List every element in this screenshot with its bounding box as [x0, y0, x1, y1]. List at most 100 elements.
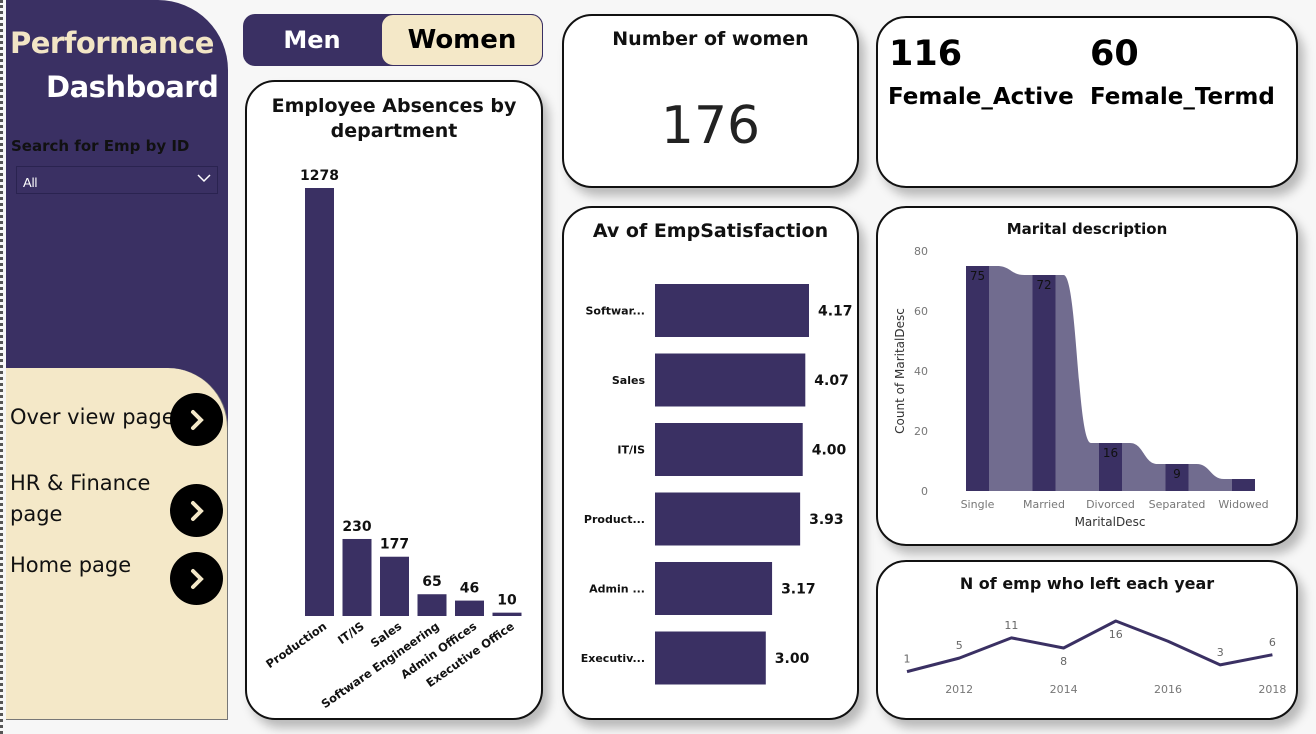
left-per-year-x-tick: 2016 — [1154, 683, 1182, 696]
absences-bar — [455, 600, 484, 616]
left-per-year-chart: 1 5 11 8 16 3 6 2012 2014 2016 2018 — [904, 619, 1287, 696]
chevron-down-icon — [197, 174, 211, 183]
satisfaction-category-label: Admin ... — [589, 583, 645, 596]
marital-data-label: 72 — [1036, 278, 1051, 292]
dashboard-title-line1: Performance — [10, 26, 214, 60]
satisfaction-bar — [655, 353, 806, 407]
marital-x-axis-title: MaritalDesc — [1075, 515, 1146, 529]
marital-bar — [1165, 464, 1189, 491]
absences-data-label: 10 — [497, 593, 517, 609]
marital-ribbon — [989, 266, 1033, 491]
absences-data-label: 46 — [460, 581, 479, 597]
left-per-year-x-tick: 2014 — [1050, 683, 1078, 696]
marital-data-label: 9 — [1173, 467, 1181, 481]
marital-x-tick: Married — [1023, 498, 1065, 511]
satisfaction-bar — [655, 423, 803, 476]
marital-x-tick: Widowed — [1218, 498, 1268, 511]
nav-home-button[interactable] — [170, 552, 223, 605]
marital-x-tick: Divorced — [1086, 498, 1135, 511]
satisfaction-category-label: Product... — [584, 513, 645, 526]
absences-bar — [417, 594, 447, 616]
left-per-year-x-tick: 2018 — [1258, 683, 1286, 696]
nav-overview-button[interactable] — [170, 393, 223, 446]
marital-card: Marital description 0 20 40 60 80 Count of Ma… — [876, 206, 1298, 546]
absences-bar — [342, 538, 372, 616]
left-per-year-data-label: 6 — [1269, 636, 1276, 649]
satisfaction-title: Av of EmpSatisfaction — [592, 220, 829, 242]
marital-ribbon — [1055, 275, 1099, 491]
satisfaction-bar — [655, 492, 801, 546]
marital-bar — [1099, 443, 1122, 491]
left-per-year-data-label: 5 — [956, 639, 963, 652]
nav-panel: Over view page HR & Finance page Home pa… — [6, 368, 228, 720]
female-active-value: 116 — [889, 34, 963, 74]
satisfaction-chart: Softwar... 4.17 Sales 4.07 IT/IS 4.00 Product.… — [581, 284, 853, 685]
sidebar: Performance Dashboard Search for Emp by … — [6, 0, 228, 720]
left-per-year-data-label: 11 — [1004, 619, 1018, 632]
satisfaction-data-label: 4.17 — [818, 304, 853, 320]
absences-data-label: 65 — [422, 574, 441, 590]
marital-data-label: 16 — [1103, 446, 1118, 460]
search-emp-dropdown[interactable]: All — [16, 166, 218, 194]
marital-ribbon — [1188, 464, 1232, 491]
marital-bar — [1032, 275, 1056, 491]
left-per-year-data-label: 16 — [1109, 628, 1123, 641]
absences-bar — [305, 188, 334, 616]
satisfaction-bar — [655, 562, 773, 615]
female-termd-label: Female_Termd — [1090, 84, 1275, 110]
women-toggle-button[interactable]: Women — [381, 14, 543, 66]
marital-y-axis-title: Count of MaritalDesc — [893, 308, 907, 434]
satisfaction-category-label: Softwar... — [585, 305, 645, 318]
marital-x-tick: Separated — [1149, 498, 1206, 511]
satisfaction-data-label: 3.93 — [809, 512, 844, 528]
women-count-title: Number of women — [612, 28, 809, 50]
satisfaction-bar — [655, 284, 809, 337]
absences-card: Employee Absences by department 1278 Prod… — [245, 80, 543, 720]
left-per-year-x-tick: 2012 — [945, 683, 973, 696]
marital-bar — [966, 266, 989, 491]
nav-hr-finance-button[interactable] — [170, 484, 223, 537]
absences-data-label: 1278 — [300, 168, 339, 184]
marital-y-tick: 20 — [914, 425, 928, 438]
left-per-year-data-label: 8 — [1060, 655, 1067, 668]
left-per-year-line — [906, 619, 1273, 674]
satisfaction-category-label: Sales — [612, 374, 646, 387]
marital-x-tick: Single — [961, 498, 995, 511]
marital-y-tick: 0 — [921, 485, 928, 498]
female-status-card: 116 Female_Active 60 Female_Termd — [876, 16, 1298, 188]
absences-bar — [492, 612, 522, 616]
dashboard-title-line2: Dashboard — [46, 70, 219, 104]
satisfaction-category-label: Executiv... — [581, 652, 645, 665]
absences-category-label: Production — [263, 619, 329, 671]
female-active-label: Female_Active — [888, 84, 1074, 110]
satisfaction-bar — [655, 631, 766, 685]
absences-title: Employee Absences by department — [271, 95, 517, 142]
absences-chart: 1278Production230IT/IS177Sales65Software… — [263, 168, 522, 711]
marital-chart: 0 20 40 60 80 Count of MaritalDesc 75 Single 72 M… — [893, 245, 1269, 529]
absences-data-label: 177 — [380, 537, 409, 553]
nav-home-label[interactable]: Home page — [10, 553, 132, 577]
marital-bar — [1232, 479, 1255, 491]
chevron-right-icon — [190, 409, 204, 430]
women-count-value: 176 — [660, 96, 761, 156]
marital-title: Marital description — [1006, 220, 1168, 238]
left-per-year-data-label: 3 — [1217, 646, 1224, 659]
nav-hr-finance-label[interactable]: HR & Finance page — [10, 471, 151, 526]
satisfaction-data-label: 4.07 — [814, 373, 849, 389]
satisfaction-data-label: 3.00 — [775, 651, 810, 667]
marital-y-tick: 60 — [914, 305, 928, 318]
marital-y-tick: 80 — [914, 245, 928, 258]
nav-overview-label[interactable]: Over view page — [10, 405, 175, 429]
satisfaction-data-label: 4.00 — [812, 443, 847, 459]
search-emp-label: Search for Emp by ID — [11, 137, 190, 155]
satisfaction-data-label: 3.17 — [781, 582, 816, 598]
men-toggle-button[interactable]: Men — [283, 26, 341, 54]
marital-data-label: 75 — [970, 269, 985, 283]
search-emp-value: All — [23, 175, 38, 190]
selection-edge — [0, 0, 4, 734]
left-per-year-title: N of emp who left each year — [959, 574, 1215, 593]
chevron-right-icon — [190, 500, 204, 521]
left-per-year-card: N of emp who left each year 1 5 11 8 16 3 6 201… — [876, 560, 1298, 720]
female-termd-value: 60 — [1090, 34, 1139, 74]
